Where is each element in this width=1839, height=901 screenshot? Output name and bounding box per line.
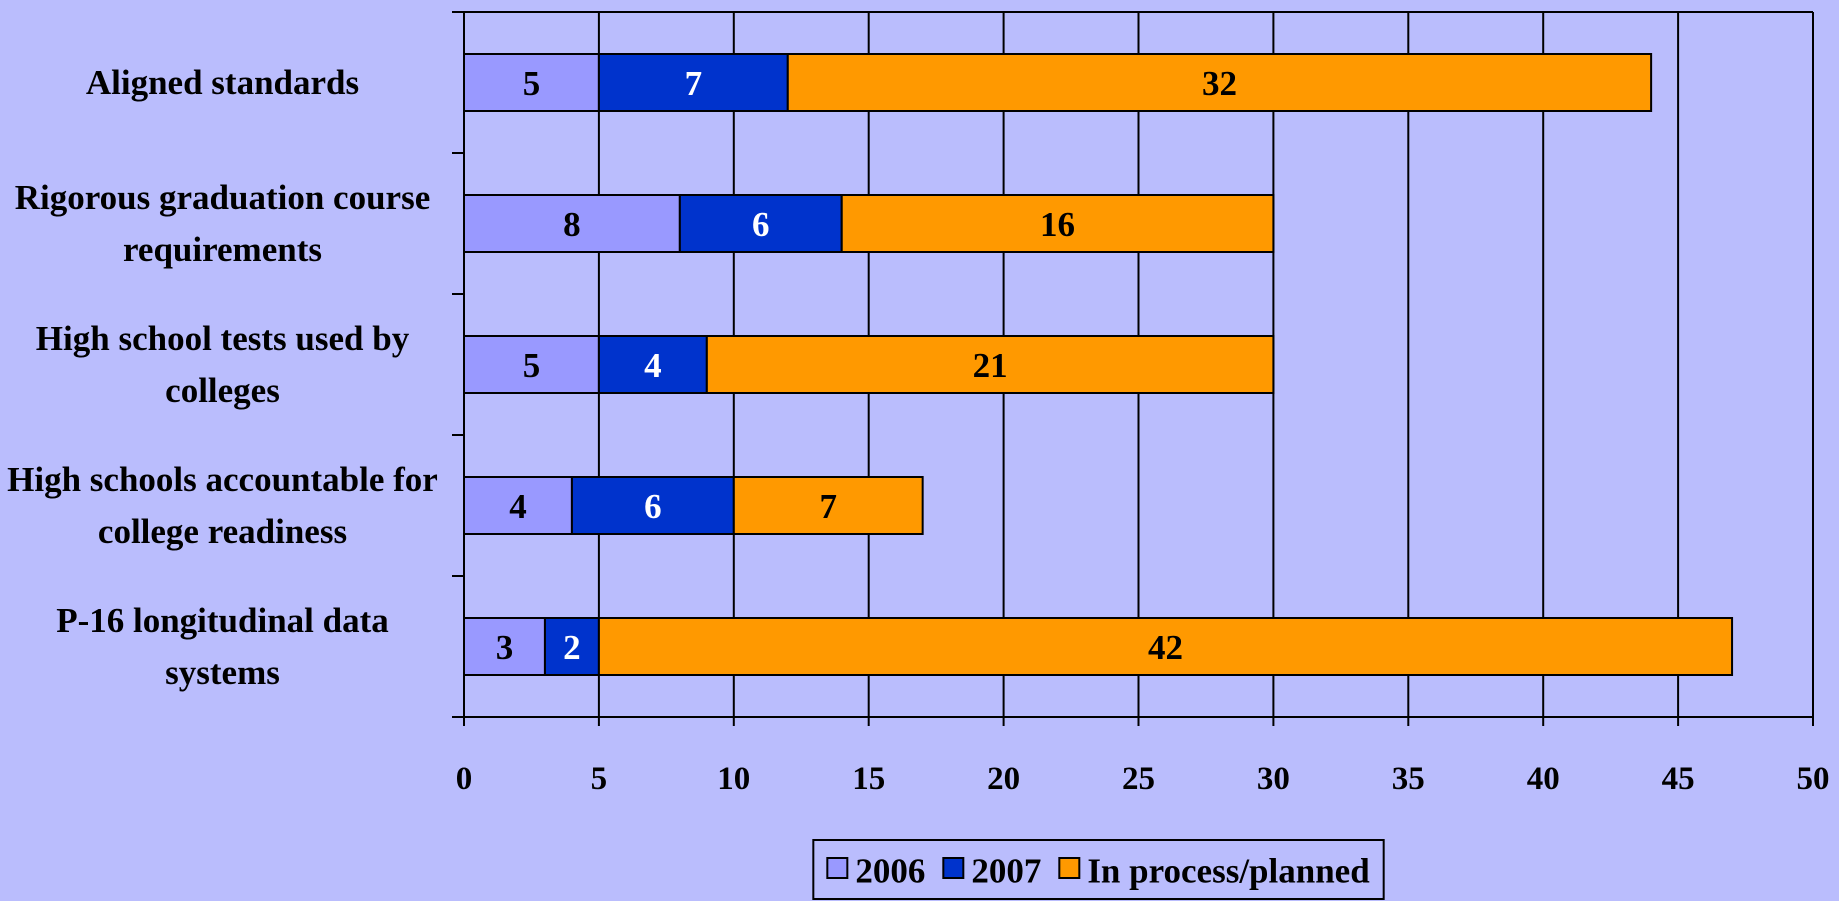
bar	[597, 335, 708, 394]
bar	[597, 53, 789, 112]
bar	[597, 617, 1734, 676]
legend: 2006 2007 In process/planned	[812, 839, 1385, 900]
x-tick-label: 15	[852, 761, 885, 797]
data-label: 5	[523, 64, 541, 103]
data-label: 42	[1148, 628, 1183, 667]
bar	[732, 476, 924, 535]
legend-label: In process/planned	[1087, 852, 1370, 891]
data-label: 4	[644, 346, 662, 385]
legend-box	[812, 839, 1385, 900]
x-tick-label: 5	[591, 761, 608, 797]
data-label: 8	[563, 205, 581, 244]
x-tick-label: 30	[1257, 761, 1290, 797]
x-tick-label: 40	[1527, 761, 1560, 797]
y-tick-label: High school tests used by colleges	[35, 318, 410, 410]
legend-label: 2007	[971, 852, 1041, 891]
data-label: 7	[819, 487, 837, 526]
data-label: 32	[1202, 64, 1237, 103]
bar	[705, 335, 1275, 394]
data-label: 3	[496, 628, 514, 667]
legend-swatch	[1058, 857, 1081, 879]
legend-swatch	[826, 857, 849, 879]
data-label: 16	[1040, 205, 1075, 244]
data-label: 4	[509, 487, 527, 526]
x-tick-label: 45	[1662, 761, 1695, 797]
bar	[786, 53, 1653, 112]
legend-label: 2006	[855, 852, 925, 891]
y-tick-label: High schools accountable for college rea…	[7, 459, 438, 551]
x-tick-label: 20	[987, 761, 1020, 797]
legend-swatch	[942, 857, 965, 879]
bar	[570, 476, 735, 535]
data-label: 5	[523, 346, 541, 385]
x-tick-label: 0	[456, 761, 473, 797]
y-tick-label: Rigorous graduation course requirements	[14, 177, 431, 269]
data-label: 2	[563, 628, 581, 667]
x-tick-label: 35	[1392, 761, 1425, 797]
bar	[678, 194, 843, 253]
data-label: 7	[685, 64, 703, 103]
x-tick-label: 50	[1797, 761, 1830, 797]
data-label: 6	[644, 487, 662, 526]
data-label: 21	[973, 346, 1008, 385]
bar	[840, 194, 1275, 253]
data-label: 6	[752, 205, 770, 244]
y-tick-label: P-16 longitudinal data systems	[56, 600, 389, 692]
y-tick-label: Aligned standards	[85, 62, 360, 102]
x-tick-label: 25	[1122, 761, 1155, 797]
x-tick-label: 10	[717, 761, 750, 797]
